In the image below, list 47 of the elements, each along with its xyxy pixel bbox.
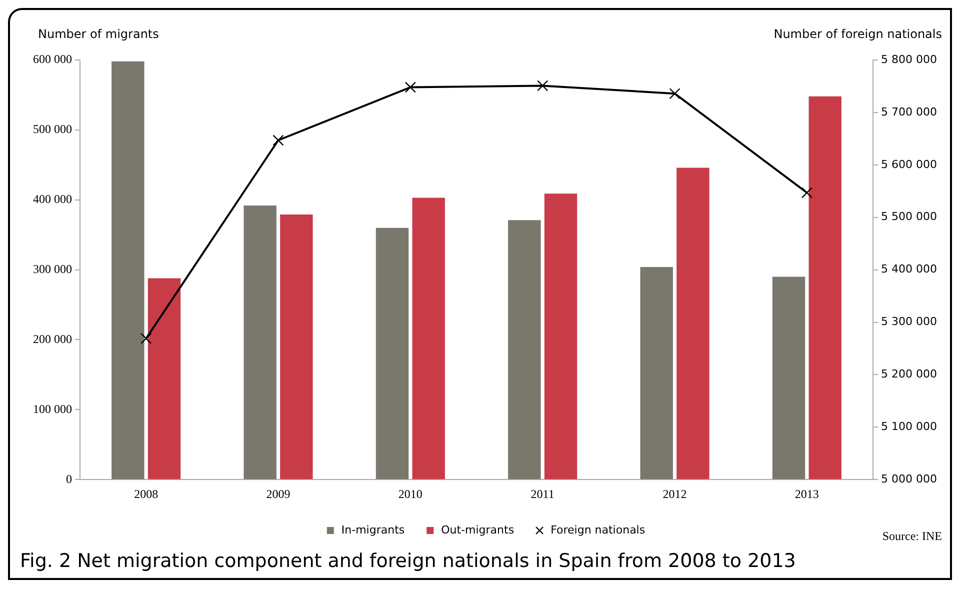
y2-tick-label: 5 700 000	[881, 105, 937, 118]
legend-label: Foreign nationals	[550, 523, 646, 536]
bar	[808, 96, 842, 480]
bar	[148, 278, 181, 480]
x-tick-label: 2009	[266, 486, 290, 501]
x-tick-label: 2011	[530, 486, 554, 501]
y2-axis-title: Number of foreign nationals	[774, 27, 942, 41]
y2-tick-label: 5 500 000	[881, 210, 937, 224]
x-tick-label: 2010	[398, 486, 422, 501]
x-tick-label: 2012	[662, 486, 687, 501]
bar	[772, 276, 806, 480]
y2-tick-label: 5 100 000	[881, 420, 937, 434]
point	[801, 187, 812, 198]
bar	[280, 214, 313, 480]
text: Fig. 2 Net migration component and foreign nationals in Spain from 2008 to 2013	[19, 550, 797, 572]
y2-tick-label: 5 600 000	[881, 158, 937, 171]
y2-tick-label: 5 800 000	[881, 52, 937, 66]
point	[669, 88, 680, 100]
legend-label: In-migrants	[341, 523, 405, 536]
y2-tick-label: 5 400 000	[881, 262, 937, 276]
bar	[676, 168, 710, 480]
y-tick-label: 200 000	[33, 332, 72, 346]
point	[404, 82, 416, 93]
y-axis-title: Number of migrants	[38, 27, 159, 41]
x-tick-label: 2013	[794, 486, 819, 501]
bar	[112, 61, 144, 480]
y2-tick-label: 5 000 000	[881, 472, 937, 486]
y2-tick-label: 5 300 000	[881, 315, 937, 328]
point	[272, 134, 284, 146]
bar	[412, 198, 445, 480]
bar	[640, 267, 673, 480]
bar	[544, 194, 578, 480]
point	[140, 332, 152, 344]
source-note: Source: INE	[882, 529, 942, 543]
x-tick-label: 2008	[134, 486, 158, 501]
bar	[244, 205, 276, 480]
y-tick-label: 600 000	[33, 52, 72, 66]
point	[537, 80, 548, 92]
bar	[508, 220, 541, 480]
bar	[376, 228, 409, 480]
y-tick-label: 300 000	[33, 262, 72, 276]
y-tick-label: 400 000	[33, 192, 72, 206]
legend-label: Out-migrants	[441, 523, 514, 536]
y-tick-label: 100 000	[33, 402, 72, 416]
y-tick-label: 0	[66, 472, 72, 486]
y-tick-label: 500 000	[33, 122, 72, 136]
y2-tick-label: 5 200 000	[881, 368, 937, 381]
